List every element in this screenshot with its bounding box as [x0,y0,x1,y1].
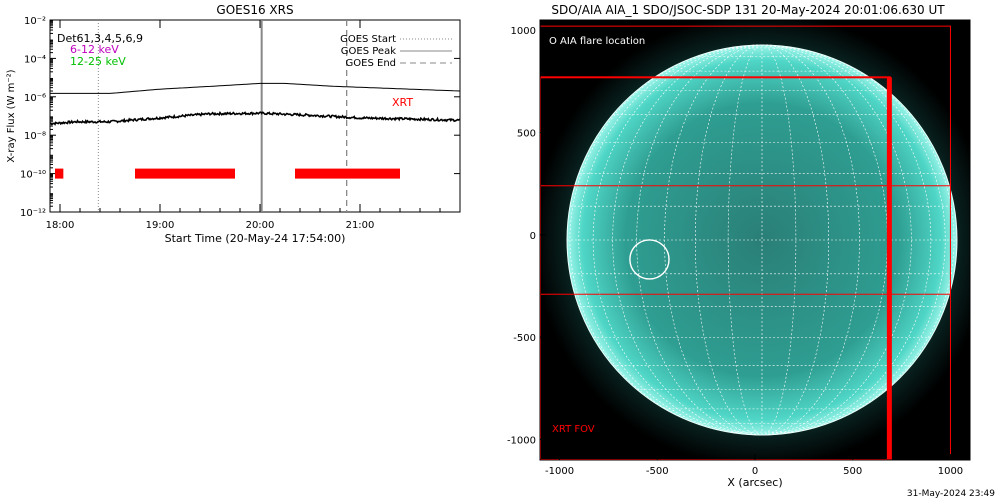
goes-x-ticks: 18:00 19:00 20:00 21:00 [46,20,461,231]
legend-goes-start: GOES Start [340,34,396,45]
xrt-coverage-bars [55,168,400,179]
longitude-line [569,44,763,436]
goes-xrt-label: XRT [392,96,413,109]
goes-y-tick-label: 10⁻² [24,16,46,27]
legend-goes-peak: GOES Peak [341,46,396,57]
goes-plot-frame [49,19,461,213]
longitude-line [761,44,829,436]
aia-y-tick-label: -1000 [507,436,536,447]
goes-y-axis-label: X-ray Flux (W m⁻²) [6,69,17,162]
xrt-fov-box [540,185,951,295]
aia-x-tick-label: 1000 [938,466,963,477]
goes-y-tick-label: 10⁻⁴ [24,54,46,65]
aia-y-ticks: 1000 500 0 -500 -1000 [507,26,546,447]
goes-marker-legend: GOES Start GOES Peak GOES End [340,34,452,69]
longitude-line [761,44,797,436]
goes-x-tick-label: 21:00 [346,220,375,231]
aia-flare-location-marker [629,239,670,280]
goes-y-tick-label: 10⁻⁶ [24,93,46,104]
goes-x-tick-label: 20:00 [246,220,275,231]
goes-band-high-label: 12-25 keV [70,55,126,68]
aia-y-tick-label: 500 [517,129,536,140]
aia-title: SDO/AIA AIA_1 SDO/JSOC-SDP 131 20-May-20… [551,3,945,17]
goes-y-tick-label: 10⁻⁸ [24,131,46,142]
goes-detectors-label: Det61,3,4,5,6,9 [57,32,143,45]
aia-x-tick-label: -500 [646,466,669,477]
longitude-line [761,44,946,436]
goes-y-ticks: 10⁻² 10⁻⁴ 10⁻⁶ 10⁻⁸ 10⁻¹⁰ 10⁻¹² [20,16,460,219]
aia-panel: SDO/AIA AIA_1 SDO/JSOC-SDP 131 20-May-20… [507,3,971,489]
goes-x-tick-label: 18:00 [46,220,75,231]
goes-band-low-label: 6-12 keV [70,43,119,56]
aia-xrt-fov-label: XRT FOV [552,424,595,435]
xrt-coverage-bar [55,168,64,179]
longitude-line [592,44,763,436]
longitude-line [761,44,932,436]
goes-y-tick-label: 10⁻¹² [20,208,46,219]
longitude-line [761,44,912,436]
goes-6-12kev-series [50,82,460,94]
solar-limb [566,44,958,436]
goes-title: GOES16 XRS [216,3,293,17]
xrt-fov-edge [886,77,892,460]
heliographic-grid [566,44,958,436]
aia-x-tick-label: 0 [752,466,758,477]
xrt-coverage-bar [135,168,235,179]
goes-x-tick-label: 19:00 [146,220,175,231]
longitude-line [761,44,860,436]
aia-y-tick-label: 0 [530,231,536,242]
aia-x-tick-label: -1000 [545,466,574,477]
longitude-line [664,44,763,436]
xrt-coverage-bar [295,168,400,179]
aia-x-tick-label: 500 [843,466,862,477]
goes-y-tick-label: 10⁻¹⁰ [20,170,46,181]
aia-solar-disk [567,45,957,435]
aia-flare-legend: O AIA flare location [549,36,645,47]
aia-x-ticks: -1000 -500 0 500 1000 [545,454,963,477]
footer-timestamp: 31-May-2024 23:49 [907,489,995,499]
aia-x-axis-label: X (arcsec) [727,476,782,489]
legend-goes-end: GOES End [346,58,396,69]
longitude-line [612,44,763,436]
longitude-line [636,44,763,436]
goes-x-axis-label: Start Time (20-May-24 17:54:00) [165,232,346,245]
longitude-line [727,44,763,436]
aia-y-tick-label: 1000 [511,26,536,37]
longitude-line [761,44,955,436]
longitude-line [695,44,763,436]
goes-12-25kev-series [50,110,460,126]
longitude-line [578,44,763,436]
longitude-line [761,44,888,436]
goes-panel: GOES16 XRS 10⁻² 10⁻⁴ 10⁻⁶ 10⁻⁸ 10⁻¹⁰ 10⁻¹² 18… [6,3,461,245]
aia-y-tick-label: -500 [513,333,536,344]
